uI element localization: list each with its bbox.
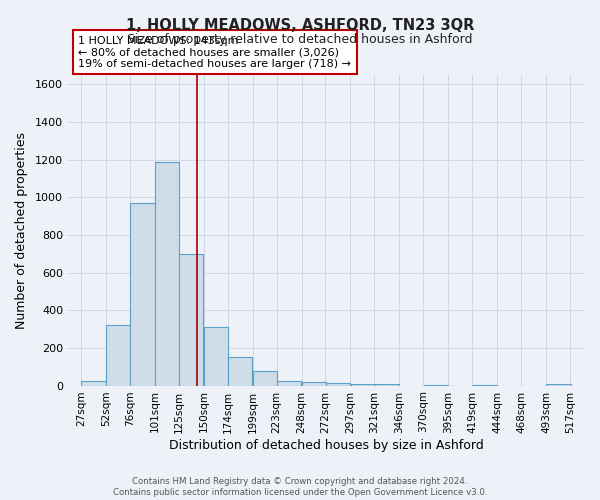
X-axis label: Distribution of detached houses by size in Ashford: Distribution of detached houses by size … [169,440,484,452]
Bar [130,203,155,386]
Text: Contains public sector information licensed under the Open Government Licence v3: Contains public sector information licen… [113,488,487,497]
Bar [326,383,350,386]
Bar [350,384,375,386]
Bar [547,384,571,386]
Bar [81,381,106,386]
Text: 1, HOLLY MEADOWS, ASHFORD, TN23 3QR: 1, HOLLY MEADOWS, ASHFORD, TN23 3QR [126,18,474,32]
Y-axis label: Number of detached properties: Number of detached properties [15,132,28,329]
Bar [302,382,326,386]
Text: 1 HOLLY MEADOWS: 143sqm
← 80% of detached houses are smaller (3,026)
19% of semi: 1 HOLLY MEADOWS: 143sqm ← 80% of detache… [78,36,351,69]
Bar [179,254,203,386]
Bar [253,372,277,386]
Bar [155,162,179,386]
Bar [106,326,131,386]
Bar [472,384,497,386]
Bar [374,384,399,386]
Bar [204,327,229,386]
Bar [228,358,253,386]
Text: Size of property relative to detached houses in Ashford: Size of property relative to detached ho… [127,32,473,46]
Text: Contains HM Land Registry data © Crown copyright and database right 2024.: Contains HM Land Registry data © Crown c… [132,476,468,486]
Bar [424,384,448,386]
Bar [277,381,301,386]
